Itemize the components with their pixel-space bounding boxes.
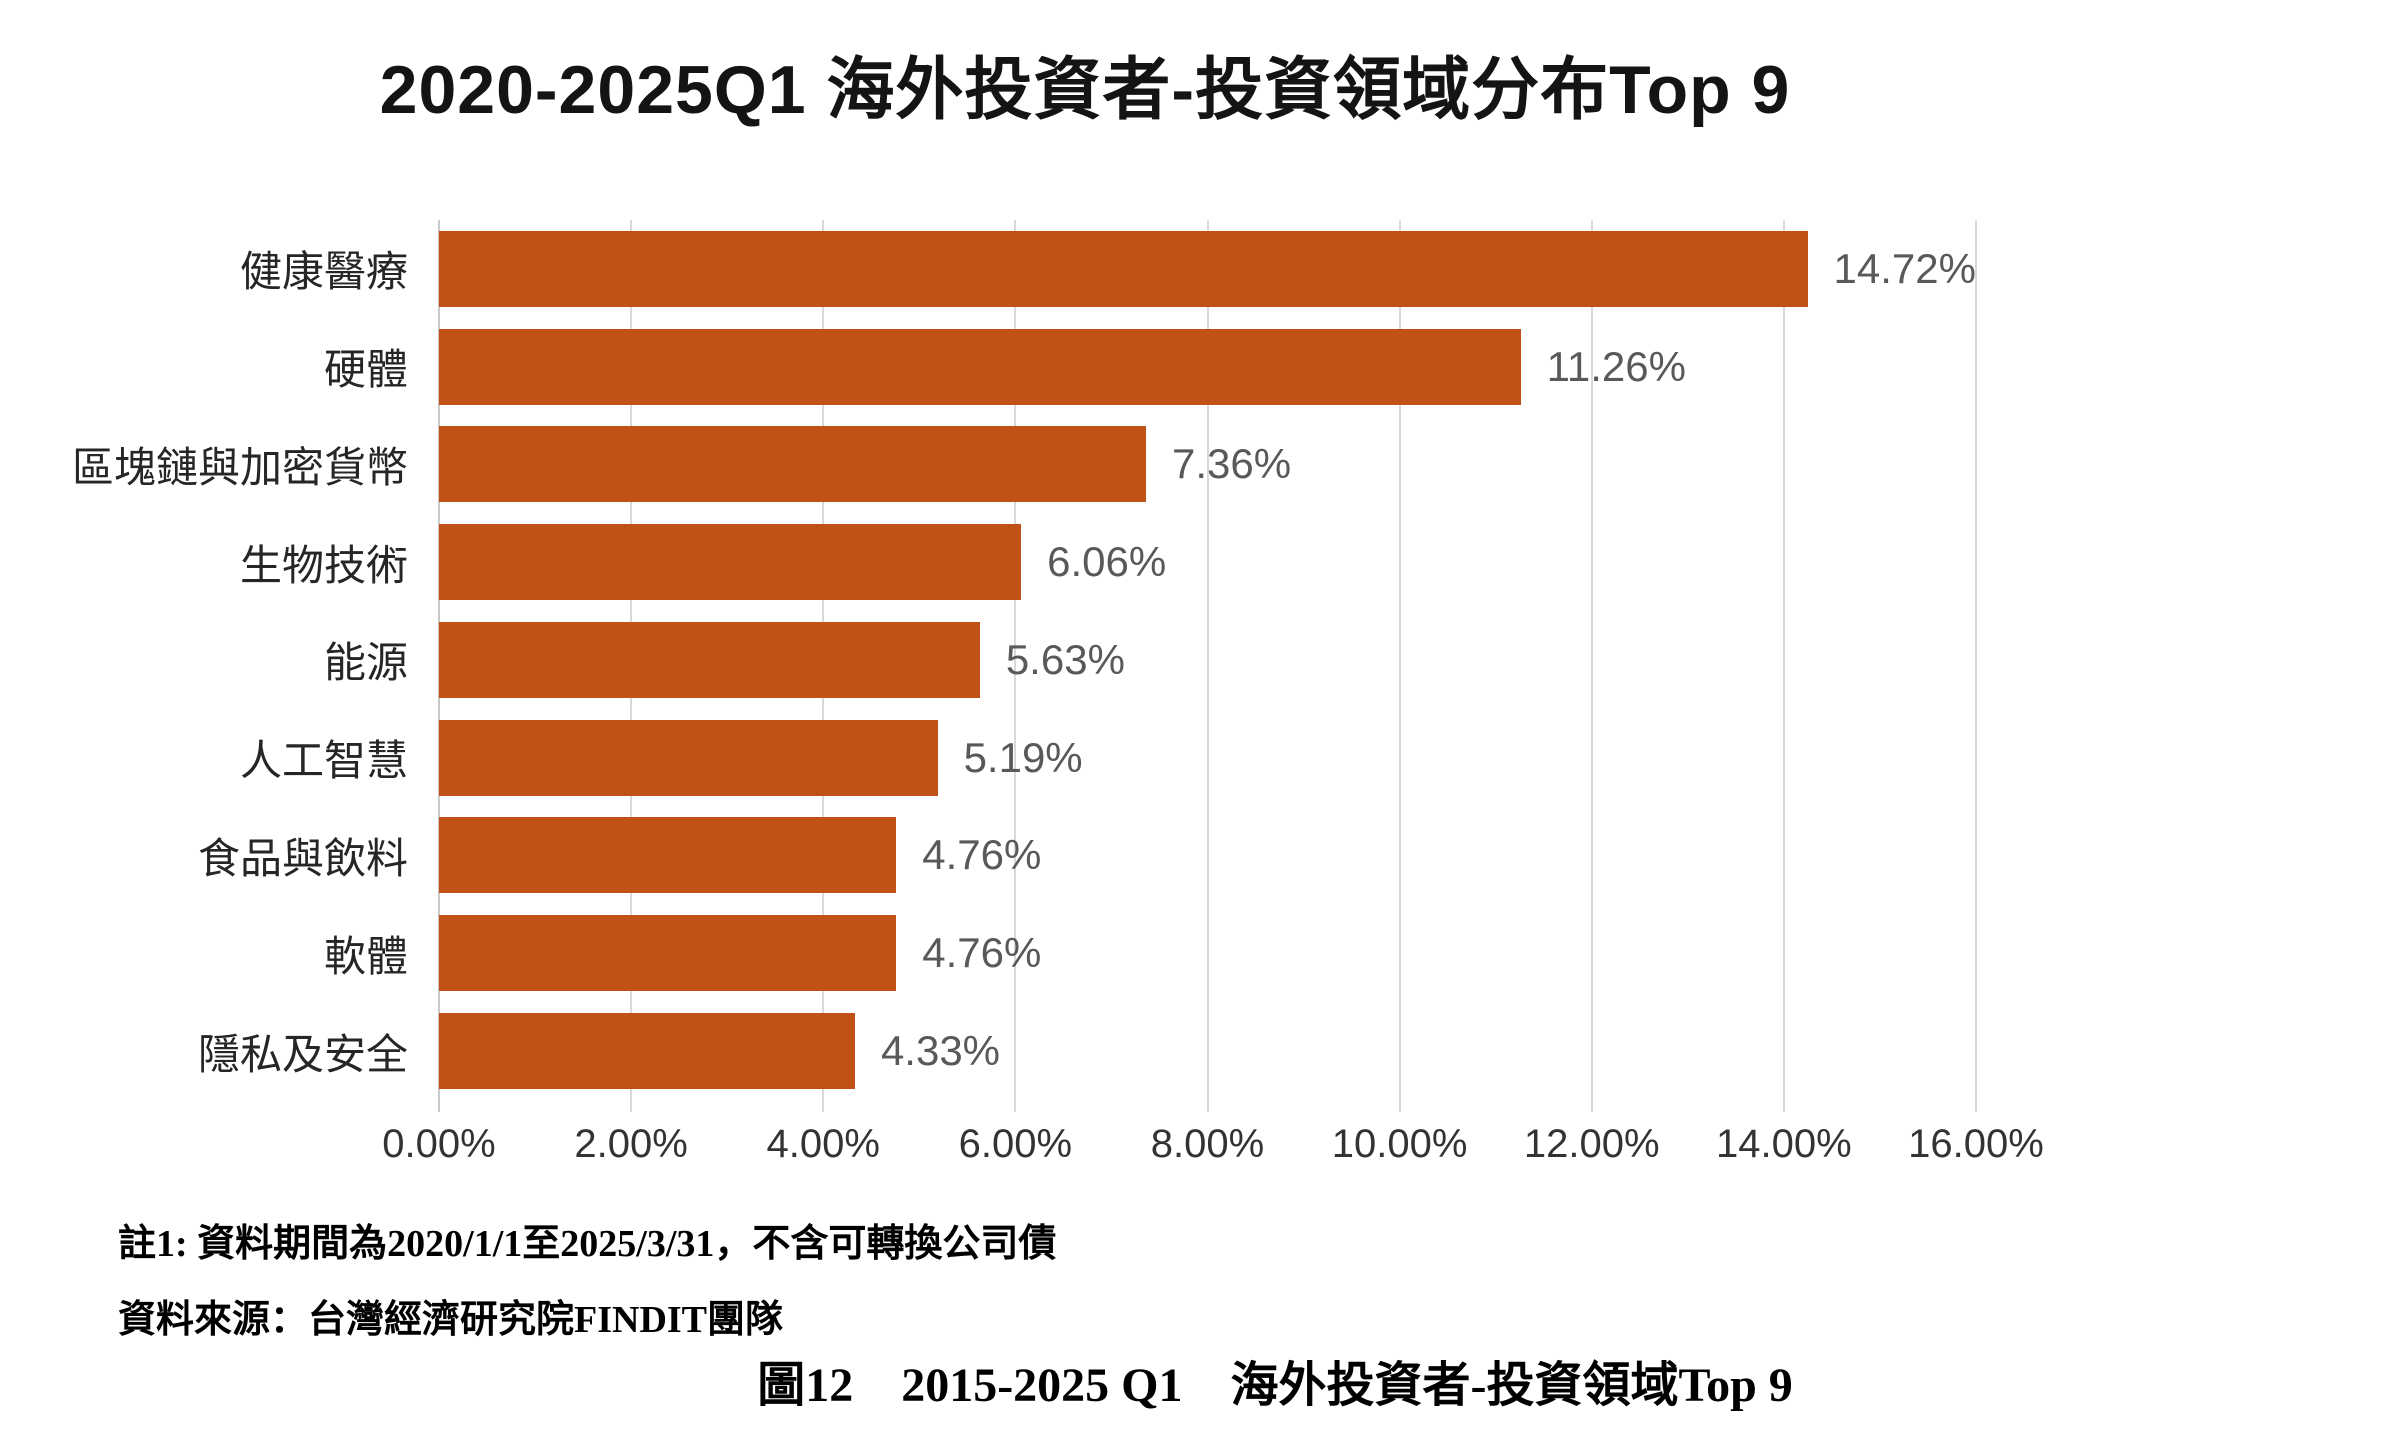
category-labels: 健康醫療硬體區塊鏈與加密貨幣生物技術能源人工智慧食品與飲料軟體隱私及安全 (0, 220, 408, 1100)
value-label: 4.76% (922, 831, 1042, 879)
footnote-source: 資料來源：台灣經濟研究院FINDIT團隊 (118, 1299, 784, 1341)
x-tick-label: 12.00% (1523, 1122, 1660, 1166)
value-label: 5.63% (1005, 635, 1125, 683)
bar (439, 719, 938, 796)
chart-row: 11.26% (439, 318, 1976, 416)
value-label: 4.76% (922, 929, 1042, 977)
category-label: 人工智慧 (239, 737, 408, 785)
category-label: 硬體 (323, 346, 408, 394)
category-label: 生物技術 (239, 541, 408, 589)
chart-row: 14.72% (439, 220, 1976, 318)
category-label: 健康醫療 (239, 248, 408, 296)
chart-row: 7.36% (439, 416, 1976, 514)
bar (439, 328, 1521, 405)
x-axis-tick-labels: 0.00% 2.00% 4.00% 6.00% 8.00% 10.00% 12.00% 14.… (382, 1122, 2044, 1178)
footnote-period: 註1: 資料期間為2020/1/1至2025/3/31，不含可轉換公司債 (118, 1223, 1057, 1265)
chart-row: 5.19% (439, 709, 1976, 807)
category-label: 軟體 (323, 932, 408, 980)
gridline (1782, 220, 1785, 1112)
chart-row: 4.33% (439, 1002, 1976, 1100)
x-tick-label: 6.00% (958, 1122, 1073, 1166)
value-label: 6.06% (1047, 538, 1167, 586)
gridline (1014, 220, 1017, 1112)
category-label: 區塊鏈與加密貨幣 (71, 443, 408, 491)
x-tick-label: 16.00% (1908, 1122, 2044, 1166)
category-label: 食品與飲料 (197, 834, 408, 882)
chart-row: 6.06% (439, 513, 1976, 611)
chart-row: 4.76% (439, 904, 1976, 1002)
value-label: 5.19% (963, 733, 1083, 781)
x-tick-label: 10.00% (1331, 1122, 1468, 1166)
category-label: 能源 (323, 639, 408, 687)
gridline (1975, 220, 1977, 1112)
gridline (1206, 220, 1209, 1112)
chart-row: 4.76% (439, 807, 1976, 905)
x-tick-label: 0.00% (382, 1122, 496, 1166)
x-tick-label: 4.00% (766, 1122, 880, 1166)
gridline (1590, 220, 1593, 1112)
bar (439, 230, 1808, 307)
value-label: 4.33% (880, 1027, 1001, 1074)
chart-title: 2020-2025Q1 海外投資者-投資領域分布Top 9 (379, 52, 1791, 128)
figure-caption: 圖12 2015-2025 Q1 海外投資者-投資領域Top 9 (757, 1359, 1793, 1412)
bar (439, 524, 1022, 601)
value-label: 7.36% (1172, 440, 1292, 488)
plot-area: 14.72% 11.26% 7.36% 6.06% 5.63% 5.19% 4.76% 4.7… (438, 220, 1977, 1112)
bar (439, 1013, 855, 1089)
x-tick-label: 8.00% (1150, 1122, 1265, 1166)
bar (439, 426, 1147, 503)
chart-row: 5.63% (439, 611, 1976, 709)
chart-rows: 14.72% 11.26% 7.36% 6.06% 5.63% 5.19% 4.76% 4.7… (439, 220, 1976, 1100)
value-label: 11.26% (1546, 342, 1686, 390)
gridline (1398, 220, 1401, 1112)
bar (439, 817, 897, 894)
x-tick-label: 2.00% (574, 1122, 688, 1166)
x-tick-label: 14.00% (1716, 1122, 1852, 1166)
value-label: 14.72% (1833, 244, 1976, 292)
bar (439, 621, 980, 698)
category-label: 隱私及安全 (197, 1030, 408, 1078)
bar (439, 915, 897, 992)
